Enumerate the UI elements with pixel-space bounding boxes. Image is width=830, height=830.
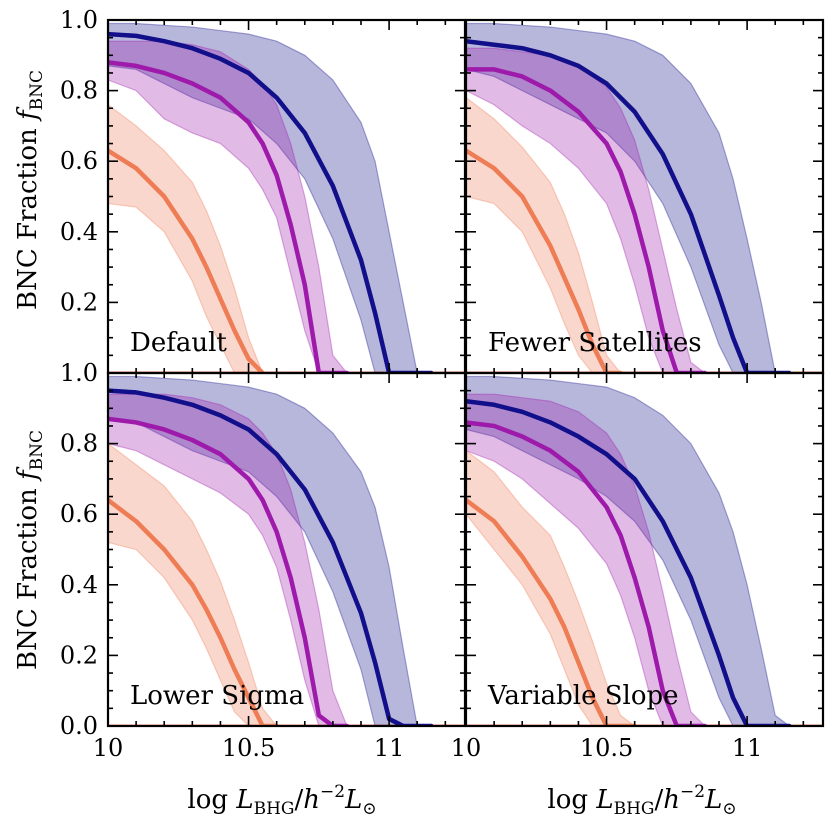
panel-2-plot-area	[108, 375, 465, 726]
panel-0-plot-area	[108, 22, 465, 373]
y-tick-label: 0.6	[60, 500, 98, 528]
purple-confidence-band	[108, 40, 348, 373]
x-tick-label: 10	[451, 734, 482, 762]
navy-median-line	[108, 31, 434, 373]
orange-confidence-band	[466, 449, 636, 726]
purple-median-line	[466, 420, 708, 726]
orange-median-line	[108, 497, 279, 726]
y-axis-title-bottom: BNC Fraction fBNC	[13, 430, 47, 670]
x-tick-label: 11	[732, 734, 763, 762]
orange-median-line	[466, 497, 637, 726]
purple-median-line	[466, 67, 708, 373]
y-tick-label: 0.4	[60, 218, 98, 246]
y-tick-label: 0.4	[60, 571, 98, 599]
navy-confidence-band	[466, 22, 790, 373]
y-axis-title-top: BNC Fraction fBNC	[13, 70, 47, 310]
y-tick-label: 0.6	[60, 147, 98, 175]
purple-median-line	[108, 416, 350, 726]
panel-3-plot-area	[466, 375, 823, 726]
navy-confidence-band	[108, 375, 432, 726]
panel-1-plot-area	[466, 22, 823, 373]
x-tick-label: 11	[374, 734, 405, 762]
x-tick-label: 10.5	[580, 734, 633, 762]
orange-median-line	[108, 148, 265, 373]
x-tick-label: 10.5	[222, 734, 275, 762]
y-tick-label: 1.0	[60, 6, 98, 34]
y-tick-label: 0.2	[60, 641, 98, 669]
purple-confidence-band	[466, 393, 706, 726]
y-tick-label: 0.8	[60, 77, 98, 105]
y-tick-label: 1.0	[60, 359, 98, 387]
y-tick-label: 0.0	[60, 712, 98, 740]
navy-median-line	[108, 388, 434, 726]
x-tick-label: 10	[93, 734, 124, 762]
y-tick-label: 0.2	[60, 288, 98, 316]
panel-label: Default	[130, 328, 227, 358]
y-tick-label: 0.8	[60, 430, 98, 458]
plot-layer: 0.2 0.4 0.6 0.8 1.0 Default Fewer Satellites 0.…	[60, 6, 825, 762]
panel-label: Lower Sigma	[130, 681, 304, 711]
panel-label: Variable Slope	[487, 681, 679, 711]
navy-confidence-band	[466, 375, 791, 726]
x-axis-title-left: log LBHG/h−2L⊙	[187, 782, 376, 819]
purple-median-line	[108, 60, 350, 373]
navy-confidence-band	[108, 22, 432, 373]
orange-median-line	[466, 148, 623, 373]
navy-median-line	[466, 38, 792, 373]
navy-median-line	[466, 398, 792, 726]
x-axis-title-right: log LBHG/h−2L⊙	[547, 782, 736, 819]
panel-label: Fewer Satellites	[488, 328, 702, 358]
